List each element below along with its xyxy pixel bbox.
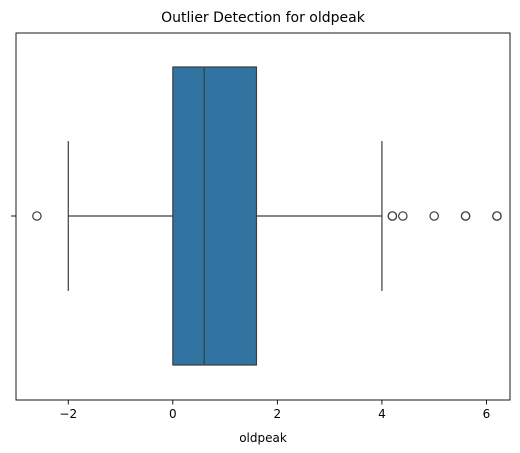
chart-title: Outlier Detection for oldpeak bbox=[161, 10, 366, 26]
x-tick-label: 6 bbox=[483, 407, 491, 421]
x-tick-label: 0 bbox=[169, 407, 177, 421]
x-tick-label: −2 bbox=[59, 407, 77, 421]
plot-area bbox=[15, 32, 511, 401]
outlier-point bbox=[387, 211, 398, 221]
iqr-box bbox=[172, 66, 258, 366]
outlier-point bbox=[460, 211, 471, 221]
outlier-point bbox=[32, 211, 42, 221]
outlier-point bbox=[429, 211, 440, 221]
x-tick-label: 2 bbox=[274, 407, 282, 421]
x-axis-label: oldpeak bbox=[239, 431, 287, 445]
x-tick-label: 4 bbox=[378, 407, 386, 421]
outlier-point bbox=[398, 211, 408, 221]
outlier-point bbox=[492, 211, 502, 221]
